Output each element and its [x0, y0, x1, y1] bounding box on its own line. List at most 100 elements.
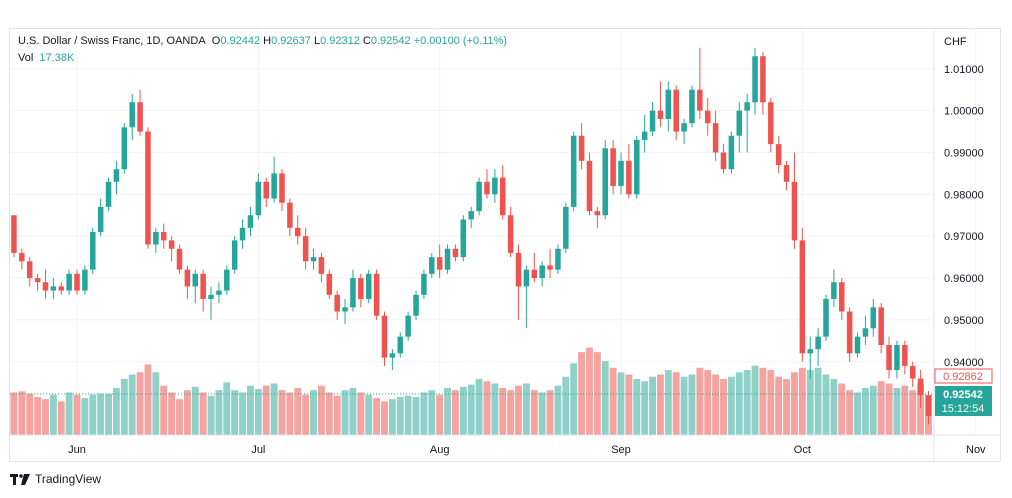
volume-bar — [664, 370, 672, 435]
candle-body — [460, 219, 467, 258]
volume-bar — [97, 393, 105, 435]
candle — [539, 261, 545, 287]
candle-body — [752, 56, 758, 103]
volume-bar — [861, 387, 869, 435]
volume-bar — [128, 374, 136, 435]
candle — [555, 244, 561, 274]
volume-bar — [727, 376, 735, 435]
candle — [665, 81, 672, 132]
candle-body — [436, 257, 443, 270]
volume-bar — [278, 390, 286, 435]
candle — [878, 303, 884, 354]
volume-bar — [578, 352, 586, 435]
candle — [783, 160, 790, 191]
open-value: 0.92442 — [220, 35, 261, 47]
candle — [153, 227, 159, 253]
candle-body — [673, 89, 679, 132]
candle-body — [634, 139, 640, 195]
candle-body — [342, 307, 348, 312]
legend-ohlc: U.S. Dollar / Swiss Franc, 1D, OANDA O0.… — [18, 35, 507, 47]
candle-body — [145, 131, 151, 245]
candle — [66, 269, 72, 295]
symbol-title[interactable]: U.S. Dollar / Swiss Franc, 1D, OANDA — [18, 35, 206, 47]
candle-body — [97, 206, 104, 232]
candle-body — [263, 181, 269, 199]
volume-bar — [231, 390, 239, 435]
candle — [302, 227, 309, 270]
candle-body — [539, 265, 545, 279]
candle — [255, 173, 262, 220]
candle — [909, 361, 916, 387]
candle-body — [697, 89, 703, 111]
candle-body — [555, 248, 561, 270]
candle — [413, 290, 419, 320]
candle-body — [807, 349, 813, 354]
volume-bar — [751, 365, 759, 435]
candle-body — [815, 336, 821, 350]
volume-bar — [546, 390, 554, 435]
candle — [760, 52, 766, 115]
volume-bar — [680, 376, 688, 435]
candle — [452, 244, 459, 262]
candle — [34, 273, 41, 291]
tradingview-brand[interactable]: TradingView — [10, 472, 101, 486]
candle — [807, 336, 813, 379]
volume-bar — [570, 363, 578, 435]
candle — [531, 252, 538, 283]
candle — [752, 47, 758, 115]
candle-body — [105, 181, 112, 207]
volume-bar — [743, 370, 751, 435]
volume-bar — [822, 374, 830, 435]
candle — [894, 340, 900, 379]
volume-bar — [830, 379, 838, 435]
candle — [468, 206, 474, 228]
candle — [870, 298, 877, 337]
volume-bar — [767, 370, 775, 435]
volume-bar — [609, 367, 617, 435]
volume-bar — [688, 374, 696, 435]
candle-body — [381, 315, 388, 358]
volume-bar — [105, 393, 112, 435]
volume-bar — [152, 372, 160, 435]
candle — [263, 177, 269, 207]
candle — [121, 123, 128, 174]
volume-label[interactable]: Vol — [18, 52, 34, 64]
price-axis[interactable]: 0.94000 0.95000 0.96000 0.97000 0.98000 0.990… — [944, 64, 984, 369]
candle — [925, 391, 932, 425]
candle — [791, 152, 798, 249]
candle — [838, 278, 845, 320]
candle-body — [547, 265, 553, 270]
candlestick-chart[interactable]: 0.94000 0.95000 0.96000 0.97000 0.98000 0.990… — [10, 29, 1000, 461]
candle-body — [846, 311, 853, 354]
candle-body — [523, 269, 530, 287]
candle — [602, 139, 608, 220]
candle-body — [492, 177, 498, 195]
candles — [11, 47, 932, 425]
candle — [19, 248, 25, 270]
volume-bar — [467, 384, 475, 435]
y-tick-label: 0.97000 — [944, 231, 984, 243]
candle-body — [878, 307, 884, 346]
candle — [515, 244, 522, 320]
volume-bar — [814, 367, 822, 435]
chart-frame: 0.94000 0.95000 0.96000 0.97000 0.98000 0.990… — [9, 28, 1001, 462]
time-axis[interactable]: JunJulAugSepOctNovDec — [68, 444, 1000, 456]
candle-body — [224, 269, 230, 291]
candle — [421, 269, 427, 299]
candle-body — [247, 215, 254, 228]
volume-bar — [26, 393, 34, 435]
candle — [129, 93, 135, 140]
candle-body — [823, 298, 829, 337]
volume-bar — [207, 395, 215, 435]
candle — [397, 332, 404, 358]
volume-bar — [373, 398, 381, 435]
volume-bar — [499, 387, 507, 435]
candle — [697, 47, 703, 119]
candle-body — [365, 273, 372, 299]
volume-bar — [18, 391, 26, 435]
candle-body — [831, 282, 837, 299]
y-tick-label: 0.94000 — [944, 357, 984, 369]
candle-body — [870, 307, 877, 329]
volume-bar — [917, 383, 925, 435]
volume-bar — [507, 390, 515, 435]
